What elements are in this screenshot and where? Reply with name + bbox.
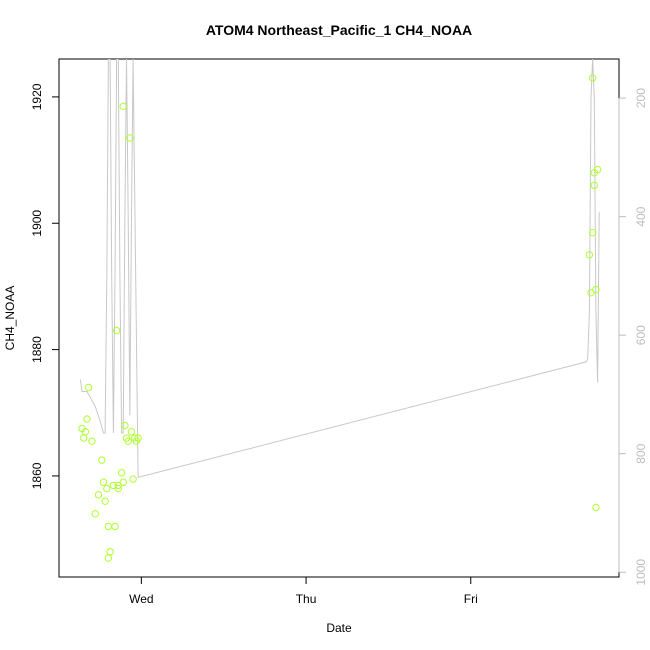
x-tick-label: Fri [464, 592, 478, 606]
data-point [81, 428, 90, 436]
data-point [119, 478, 127, 486]
data-point [590, 181, 598, 190]
data-point [104, 522, 113, 531]
x-axis: Wed Thu Fri [129, 576, 478, 606]
x-tick-label: Thu [296, 592, 317, 606]
y2-tick-label: 1000 [634, 559, 648, 586]
data-point [103, 484, 111, 493]
data-point [588, 74, 597, 82]
data-point [114, 484, 122, 493]
data-point [124, 437, 132, 445]
plot-frame [58, 58, 620, 578]
series-line [79, 59, 600, 479]
x-tick-label: Wed [129, 592, 153, 606]
data-point [99, 478, 108, 486]
y2-tick-label: 600 [634, 325, 648, 345]
data-point [104, 554, 113, 562]
data-point [121, 421, 129, 430]
y-tick-label: 1920 [30, 83, 44, 110]
data-point [80, 434, 88, 442]
y-tick-label: 1860 [30, 462, 44, 489]
data-point [585, 251, 594, 259]
data-point [106, 548, 114, 556]
data-point [593, 165, 602, 174]
y-axis-right: 200 400 600 800 1000 [618, 88, 648, 586]
y-axis-left: 1860 1880 1900 1920 [30, 83, 60, 489]
data-point [98, 456, 106, 464]
data-point [129, 475, 137, 483]
data-point [88, 437, 96, 445]
data-point [127, 428, 136, 436]
y2-tick-label: 200 [634, 88, 648, 108]
data-point [83, 415, 91, 423]
y-axis-label: CH4_NOAA [3, 286, 17, 351]
data-point [94, 491, 103, 499]
data-point [91, 510, 99, 518]
data-point [592, 285, 600, 294]
series-points [78, 74, 602, 562]
data-point [117, 469, 126, 477]
data-point [134, 434, 142, 442]
data-point [588, 229, 597, 237]
chart-title: ATOM4 Northeast_Pacific_1 CH4_NOAA [206, 22, 472, 38]
line-path [79, 59, 600, 479]
y-tick-label: 1880 [30, 336, 44, 363]
y2-tick-label: 800 [634, 443, 648, 463]
data-point [111, 522, 119, 531]
y-tick-label: 1900 [30, 210, 44, 237]
data-point [112, 326, 121, 335]
data-point [84, 383, 93, 392]
x-axis-label: Date [326, 621, 352, 635]
data-point [101, 497, 109, 505]
data-point [126, 134, 134, 142]
data-point [119, 102, 127, 111]
data-point [592, 503, 600, 512]
y2-tick-label: 400 [634, 206, 648, 226]
